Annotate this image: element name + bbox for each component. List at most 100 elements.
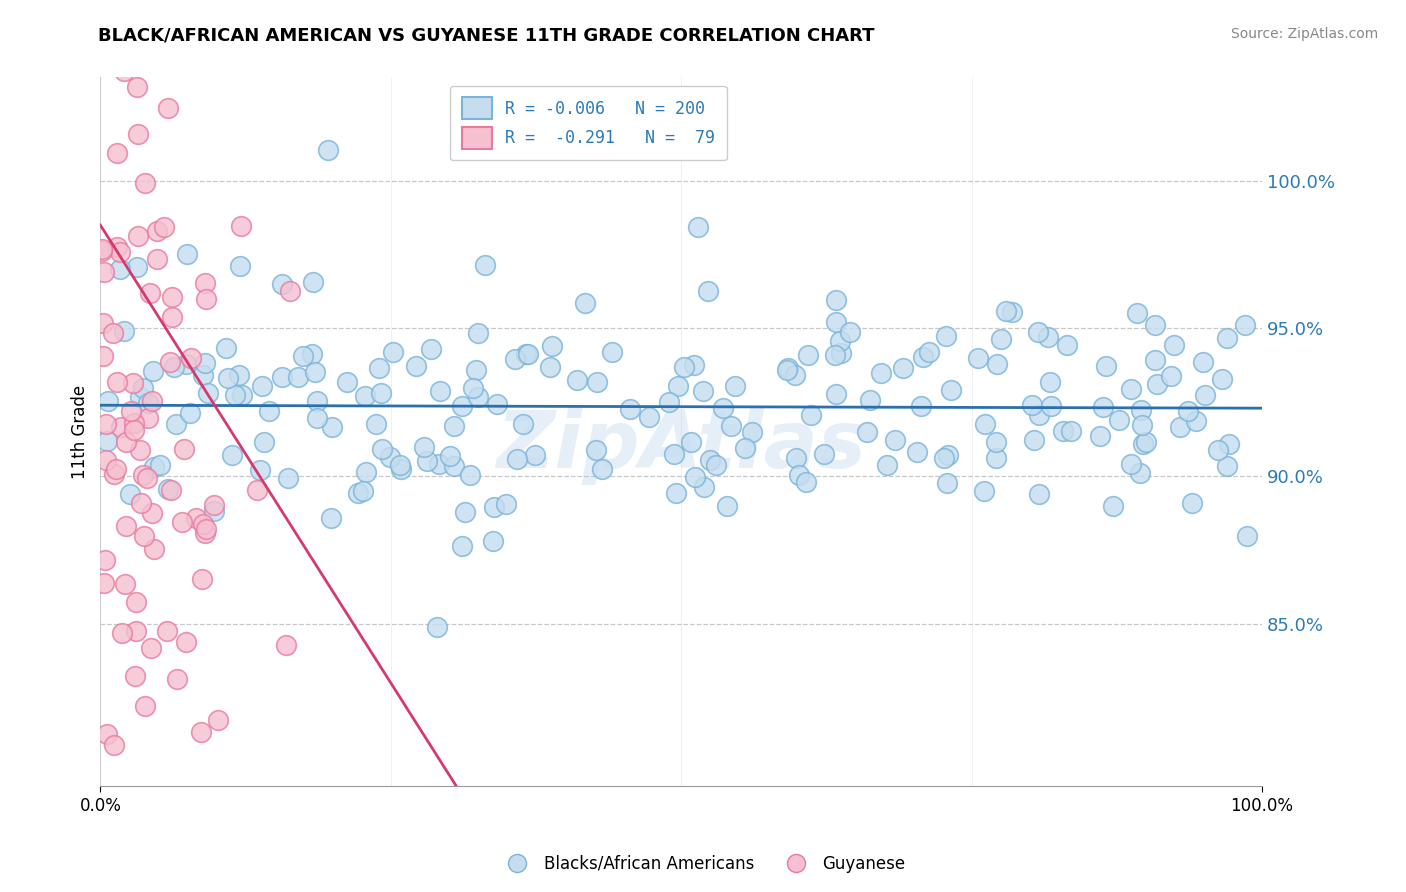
Point bbox=[136, 411, 159, 425]
Point bbox=[838, 325, 860, 339]
Point bbox=[108, 244, 131, 259]
Point bbox=[120, 404, 142, 418]
Point bbox=[415, 454, 437, 468]
Point bbox=[1184, 413, 1206, 427]
Point bbox=[427, 458, 450, 472]
Point bbox=[1119, 457, 1142, 471]
Point bbox=[986, 357, 1008, 371]
Point bbox=[693, 480, 716, 494]
Point bbox=[388, 458, 411, 472]
Point bbox=[876, 458, 898, 472]
Point bbox=[114, 577, 136, 591]
Point bbox=[1126, 306, 1149, 320]
Point bbox=[859, 392, 882, 407]
Point bbox=[699, 453, 721, 467]
Point bbox=[370, 442, 392, 457]
Point bbox=[467, 326, 489, 341]
Point bbox=[884, 433, 907, 447]
Point bbox=[101, 326, 124, 341]
Point bbox=[973, 483, 995, 498]
Point bbox=[662, 447, 685, 461]
Point bbox=[426, 620, 449, 634]
Point bbox=[524, 448, 547, 462]
Point bbox=[474, 259, 496, 273]
Point bbox=[367, 361, 389, 376]
Point bbox=[307, 393, 329, 408]
Point bbox=[370, 386, 392, 401]
Point bbox=[813, 447, 835, 461]
Point bbox=[443, 419, 465, 434]
Point bbox=[128, 442, 150, 457]
Point bbox=[136, 888, 159, 892]
Point bbox=[451, 399, 474, 413]
Point bbox=[321, 420, 343, 434]
Point bbox=[114, 435, 136, 450]
Point bbox=[136, 395, 159, 409]
Point bbox=[711, 401, 734, 416]
Point bbox=[794, 475, 817, 489]
Point bbox=[1130, 402, 1153, 417]
Point bbox=[540, 338, 562, 352]
Point bbox=[270, 370, 292, 384]
Point bbox=[270, 277, 292, 291]
Point bbox=[202, 504, 225, 518]
Point bbox=[354, 389, 377, 403]
Point bbox=[191, 368, 214, 382]
Point bbox=[221, 448, 243, 462]
Point bbox=[263, 831, 285, 846]
Point bbox=[776, 363, 799, 377]
Point bbox=[215, 341, 238, 355]
Point bbox=[1132, 417, 1154, 432]
Point bbox=[197, 385, 219, 400]
Point bbox=[129, 391, 152, 405]
Point bbox=[515, 347, 537, 361]
Point bbox=[159, 355, 181, 369]
Point bbox=[666, 378, 689, 392]
Point bbox=[485, 397, 508, 411]
Point bbox=[124, 669, 146, 683]
Point bbox=[828, 334, 851, 348]
Point bbox=[683, 470, 706, 484]
Point bbox=[122, 376, 145, 390]
Point bbox=[90, 242, 112, 256]
Point bbox=[891, 361, 914, 376]
Point bbox=[586, 376, 609, 390]
Y-axis label: 11th Grade: 11th Grade bbox=[72, 384, 89, 479]
Legend: Blacks/African Americans, Guyanese: Blacks/African Americans, Guyanese bbox=[494, 848, 912, 880]
Point bbox=[378, 450, 401, 464]
Point bbox=[716, 500, 738, 514]
Point bbox=[932, 451, 955, 466]
Point bbox=[96, 453, 118, 467]
Point bbox=[291, 349, 314, 363]
Point bbox=[870, 366, 893, 380]
Point bbox=[217, 371, 239, 385]
Point bbox=[249, 462, 271, 476]
Point bbox=[637, 410, 659, 425]
Point bbox=[112, 64, 135, 78]
Point bbox=[1146, 377, 1168, 392]
Point bbox=[1206, 442, 1229, 457]
Point bbox=[783, 368, 806, 383]
Point bbox=[96, 417, 118, 431]
Point bbox=[1236, 529, 1258, 543]
Point bbox=[574, 296, 596, 310]
Point bbox=[741, 425, 763, 440]
Point bbox=[124, 423, 146, 437]
Point bbox=[193, 516, 215, 531]
Point bbox=[1088, 429, 1111, 443]
Point bbox=[461, 381, 484, 395]
Point bbox=[108, 261, 131, 276]
Point bbox=[495, 497, 517, 511]
Point bbox=[1163, 338, 1185, 352]
Point bbox=[1181, 496, 1204, 510]
Point bbox=[125, 594, 148, 608]
Point bbox=[252, 379, 274, 393]
Point bbox=[1039, 376, 1062, 390]
Point bbox=[231, 219, 253, 233]
Point bbox=[467, 390, 489, 404]
Point bbox=[134, 699, 156, 714]
Point bbox=[824, 387, 846, 401]
Point bbox=[824, 348, 846, 362]
Point bbox=[195, 292, 218, 306]
Point bbox=[1132, 437, 1154, 451]
